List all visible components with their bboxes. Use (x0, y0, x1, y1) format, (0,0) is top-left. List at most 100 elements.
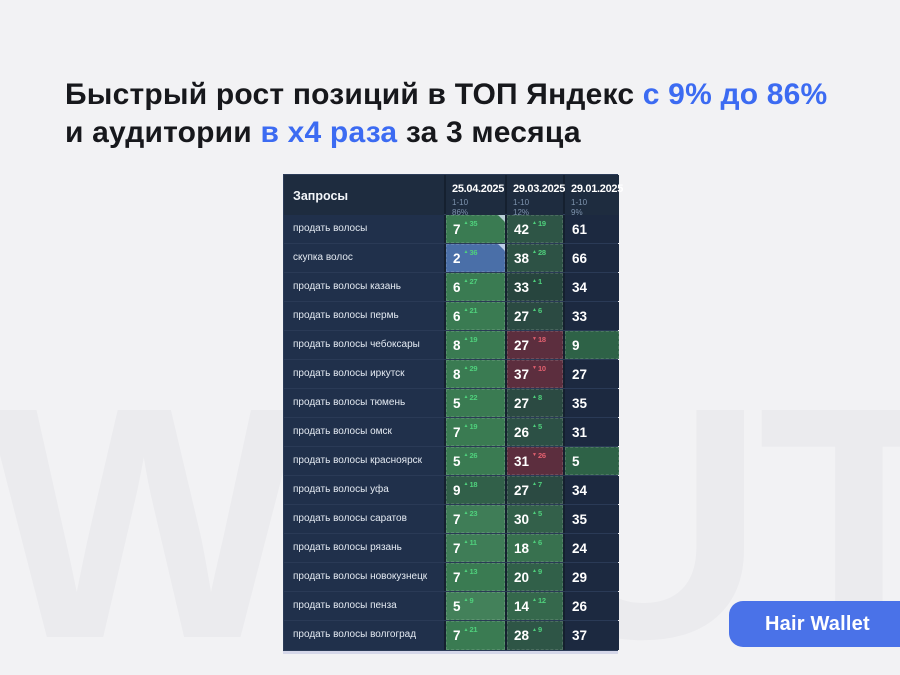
title-text-1: Быстрый рост позиций в ТОП Яндекс (65, 78, 643, 111)
position-value: 7 (453, 569, 461, 585)
position-value: 34 (572, 279, 588, 295)
position-value: 42 (514, 221, 530, 237)
query-label: продать волосы омск (284, 418, 444, 446)
position-gain-delta: ▲ 22 (464, 393, 478, 402)
position-cell: 61 (565, 215, 619, 243)
delta-value: 22 (469, 392, 478, 402)
arrow-up-icon: ▲ (463, 249, 469, 255)
position-cell: 6 ▲ 21 (446, 302, 505, 330)
position-value: 5 (572, 453, 580, 469)
position-value: 26 (572, 598, 588, 614)
position-cell: 38 ▲ 28 (507, 244, 563, 272)
arrow-up-icon: ▲ (532, 307, 537, 313)
delta-value: 8 (537, 392, 542, 402)
position-value: 31 (514, 453, 530, 469)
delta-value: 6 (537, 305, 542, 315)
position-value: 27 (514, 337, 530, 353)
title-text-2: и аудитории (65, 115, 261, 149)
delta-value: 35 (469, 218, 478, 228)
position-drop-delta: ▼ 18 (532, 335, 546, 344)
position-gain-delta: ▲ 35 (464, 219, 478, 228)
arrow-up-icon: ▲ (532, 220, 537, 226)
query-label: продать волосы пенза (284, 592, 444, 620)
arrow-up-icon: ▲ (463, 510, 469, 516)
arrow-up-icon: ▲ (532, 394, 537, 400)
position-cell: 31 (565, 418, 619, 446)
position-value: 37 (514, 366, 530, 382)
position-gain-delta: ▲ 28 (532, 248, 546, 257)
position-gain-delta: ▲ 23 (464, 509, 478, 518)
delta-value: 21 (469, 625, 478, 634)
hair-wallet-button[interactable]: Hair Wallet (729, 601, 900, 647)
position-cell: 42 ▲ 19 (507, 215, 563, 243)
position-cell: 37 ▼ 10 (507, 360, 563, 388)
position-value: 8 (453, 366, 461, 382)
position-value: 35 (572, 395, 588, 411)
hair-wallet-button-label: Hair Wallet (765, 612, 870, 635)
position-cell: 29 (565, 563, 619, 591)
table-row: продать волосы уфа 9 ▲ 18 27 ▲ 7 34 (284, 476, 619, 505)
position-gain-delta: ▲ 27 (464, 277, 478, 286)
position-value: 18 (514, 540, 530, 556)
delta-value: 19 (469, 334, 478, 344)
arrow-up-icon: ▲ (463, 394, 469, 400)
delta-value: 19 (537, 218, 546, 228)
position-cell: 5 ▲ 26 (446, 447, 505, 475)
delta-value: 19 (469, 421, 478, 431)
query-label: продать волосы чебоксары (284, 331, 444, 359)
position-cell: 8 ▲ 19 (446, 331, 505, 359)
best-position-corner-marker (498, 215, 505, 222)
table-row: продать волосы пермь 6 ▲ 21 27 ▲ 6 33 (284, 302, 619, 331)
position-cell: 27 ▲ 7 (507, 476, 563, 504)
arrow-up-icon: ▲ (463, 452, 469, 458)
position-value: 33 (572, 308, 588, 324)
position-value: 5 (453, 395, 461, 411)
table-row: продать волосы чебоксары 8 ▲ 19 27 ▼ 18 9 (284, 331, 619, 360)
query-label: продать волосы уфа (284, 476, 444, 504)
position-value: 38 (514, 250, 530, 266)
position-value: 2 (453, 250, 461, 266)
position-value: 27 (514, 308, 530, 324)
column-top10-percent: 86% (452, 208, 469, 218)
delta-value: 26 (537, 450, 546, 460)
delta-value: 18 (537, 334, 546, 344)
position-value: 35 (572, 511, 588, 527)
arrow-up-icon: ▲ (463, 423, 469, 429)
position-value: 61 (572, 221, 588, 237)
position-cell: 7 ▲ 13 (446, 563, 505, 591)
query-label: продать волосы пермь (284, 302, 444, 330)
arrow-up-icon: ▲ (532, 568, 537, 574)
table-row: продать волосы пенза 5 ▲ 9 14 ▲ 12 26 (284, 592, 619, 621)
position-value: 26 (514, 424, 530, 440)
arrow-up-icon: ▲ (532, 539, 537, 545)
arrow-up-icon: ▲ (463, 539, 469, 545)
arrow-up-icon: ▲ (532, 278, 537, 284)
position-value: 27 (514, 395, 530, 411)
query-label: продать волосы тюмень (284, 389, 444, 417)
position-gain-delta: ▲ 7 (532, 480, 542, 489)
queries-column-header: Запросы (284, 175, 444, 218)
position-drop-delta: ▼ 26 (532, 451, 546, 460)
delta-value: 1 (537, 276, 542, 286)
position-value: 33 (514, 279, 530, 295)
position-cell: 27 ▼ 18 (507, 331, 563, 359)
position-value: 8 (453, 337, 461, 353)
position-gain-delta: ▲ 8 (532, 393, 542, 402)
position-cell: 33 ▲ 1 (507, 273, 563, 301)
position-gain-delta: ▲ 5 (532, 422, 542, 431)
delta-value: 6 (537, 537, 542, 547)
position-cell: 8 ▲ 29 (446, 360, 505, 388)
position-cell: 7 ▲ 21 (446, 621, 505, 650)
table-row: продать волосы волгоград 7 ▲ 21 28 ▲ 9 37 (284, 621, 619, 650)
arrow-up-icon: ▲ (463, 481, 469, 487)
arrow-up-icon: ▲ (532, 249, 537, 255)
query-label: скупка волос (284, 244, 444, 272)
position-value: 30 (514, 511, 530, 527)
delta-value: 36 (469, 247, 478, 257)
table-body: продать волосы 7 ▲ 35 42 ▲ 19 61 скупка волос 2 ▲ 3… (284, 215, 619, 650)
column-range: 1-10 (513, 198, 530, 207)
position-gain-delta: ▲ 21 (464, 306, 478, 315)
query-label: продать волосы казань (284, 273, 444, 301)
position-value: 7 (453, 424, 461, 440)
